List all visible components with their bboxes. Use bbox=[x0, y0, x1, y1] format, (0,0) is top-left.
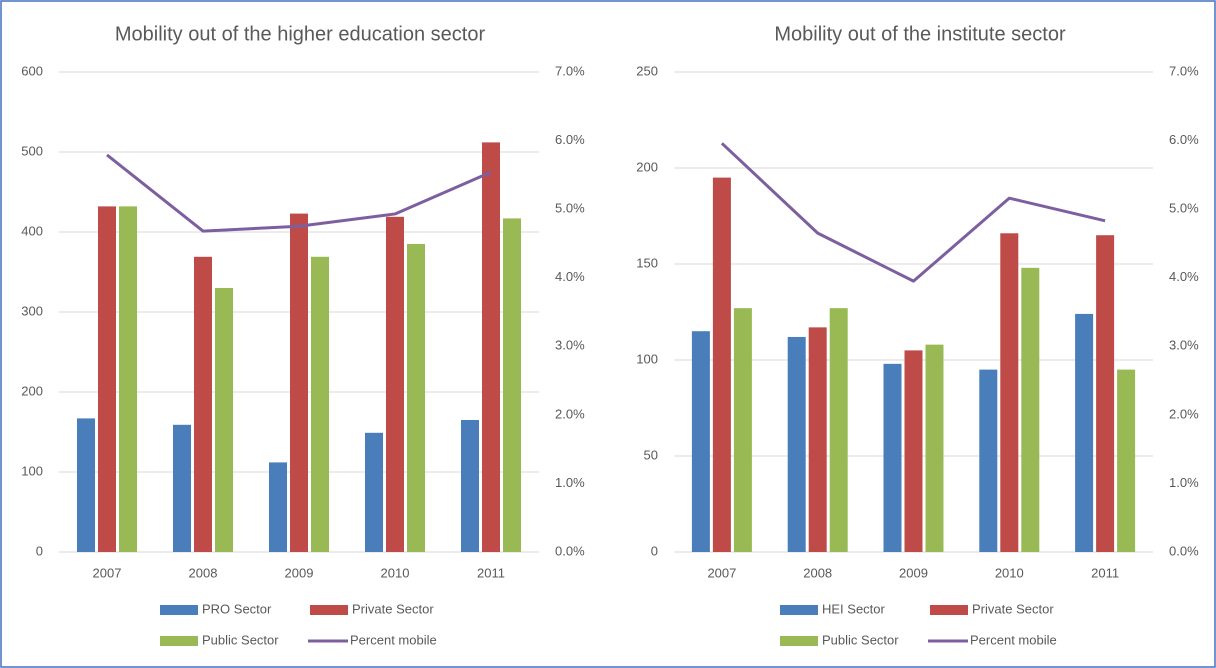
legend-label: HEI Sector bbox=[822, 601, 886, 616]
bar bbox=[925, 344, 944, 552]
bar bbox=[1096, 235, 1115, 552]
y-tick-label: 150 bbox=[636, 255, 658, 270]
bar bbox=[808, 327, 827, 552]
chart-title: Mobility out of the higher education sec… bbox=[115, 23, 486, 45]
bar bbox=[904, 350, 923, 552]
x-tick-label: 2010 bbox=[995, 565, 1024, 580]
y-tick-label: 200 bbox=[636, 159, 658, 174]
bar bbox=[269, 462, 287, 552]
y2-tick-label: 5.0% bbox=[555, 201, 585, 216]
bar bbox=[787, 336, 806, 552]
line bbox=[106, 153, 492, 233]
bar bbox=[829, 308, 848, 552]
legend-swatch bbox=[780, 636, 818, 646]
y2-tick-label: 6.0% bbox=[1169, 132, 1199, 147]
y-tick-label: 400 bbox=[21, 223, 43, 238]
legend-label: Public Sector bbox=[202, 632, 279, 647]
bar bbox=[365, 432, 383, 552]
legend-swatch bbox=[160, 605, 198, 615]
x-tick-label: 2007 bbox=[93, 565, 122, 580]
bar bbox=[386, 216, 404, 553]
legend-swatch bbox=[930, 605, 968, 615]
bar bbox=[1000, 233, 1019, 552]
y-tick-label: 100 bbox=[636, 351, 658, 366]
y-tick-label: 250 bbox=[636, 63, 658, 78]
y-tick-label: 500 bbox=[21, 143, 43, 158]
bar bbox=[119, 206, 137, 552]
y-tick-label: 0 bbox=[36, 543, 43, 558]
x-tick-label: 2011 bbox=[1091, 565, 1119, 580]
y2-tick-label: 4.0% bbox=[555, 269, 585, 284]
bar bbox=[482, 142, 500, 552]
y2-tick-label: 3.0% bbox=[1169, 338, 1199, 353]
y2-tick-label: 1.0% bbox=[1169, 475, 1199, 490]
x-tick-label: 2008 bbox=[189, 565, 218, 580]
bar bbox=[407, 244, 425, 552]
line bbox=[720, 142, 1106, 283]
legend-label: Public Sector bbox=[822, 632, 899, 647]
bar bbox=[98, 206, 116, 552]
legend-swatch bbox=[160, 636, 198, 646]
y2-tick-label: 2.0% bbox=[555, 406, 585, 421]
bar bbox=[691, 331, 710, 552]
bar bbox=[712, 177, 731, 552]
y-tick-label: 50 bbox=[644, 447, 658, 462]
bar bbox=[1075, 313, 1094, 552]
y2-tick-label: 3.0% bbox=[555, 338, 585, 353]
bar bbox=[461, 420, 479, 552]
chart-title: Mobility out of the institute sector bbox=[774, 23, 1066, 45]
y2-tick-label: 0.0% bbox=[555, 543, 585, 558]
bar bbox=[290, 213, 308, 552]
x-tick-label: 2009 bbox=[285, 565, 314, 580]
legend-label: Private Sector bbox=[972, 601, 1054, 616]
bar bbox=[883, 363, 902, 552]
legend-swatch bbox=[310, 605, 348, 615]
bar bbox=[194, 256, 212, 552]
legend-label: PRO Sector bbox=[202, 601, 272, 616]
y-tick-label: 200 bbox=[21, 383, 43, 398]
y-tick-label: 600 bbox=[21, 63, 43, 78]
legend-label: Private Sector bbox=[352, 601, 434, 616]
legend-label: Percent mobile bbox=[970, 632, 1057, 647]
y2-tick-label: 0.0% bbox=[1169, 543, 1199, 558]
y2-tick-label: 5.0% bbox=[1169, 201, 1199, 216]
y2-tick-label: 1.0% bbox=[555, 475, 585, 490]
x-tick-label: 2007 bbox=[707, 565, 736, 580]
bar bbox=[77, 418, 95, 552]
legend-swatch bbox=[780, 605, 818, 615]
bar bbox=[979, 369, 998, 552]
legend-label: Percent mobile bbox=[350, 632, 437, 647]
bar bbox=[733, 308, 752, 552]
y-tick-label: 0 bbox=[651, 543, 658, 558]
bar bbox=[503, 218, 521, 552]
x-tick-label: 2009 bbox=[899, 565, 928, 580]
bar bbox=[311, 256, 329, 552]
y2-tick-label: 7.0% bbox=[1169, 63, 1199, 78]
bar bbox=[1021, 267, 1040, 552]
x-tick-label: 2011 bbox=[477, 565, 505, 580]
bar bbox=[215, 288, 233, 552]
bar bbox=[173, 424, 191, 552]
y2-tick-label: 7.0% bbox=[555, 63, 585, 78]
y-tick-label: 300 bbox=[21, 303, 43, 318]
x-tick-label: 2010 bbox=[381, 565, 410, 580]
y2-tick-label: 6.0% bbox=[555, 132, 585, 147]
bar bbox=[1117, 369, 1136, 552]
y-tick-label: 100 bbox=[21, 463, 43, 478]
y2-tick-label: 2.0% bbox=[1169, 406, 1199, 421]
x-tick-label: 2008 bbox=[803, 565, 832, 580]
y2-tick-label: 4.0% bbox=[1169, 269, 1199, 284]
